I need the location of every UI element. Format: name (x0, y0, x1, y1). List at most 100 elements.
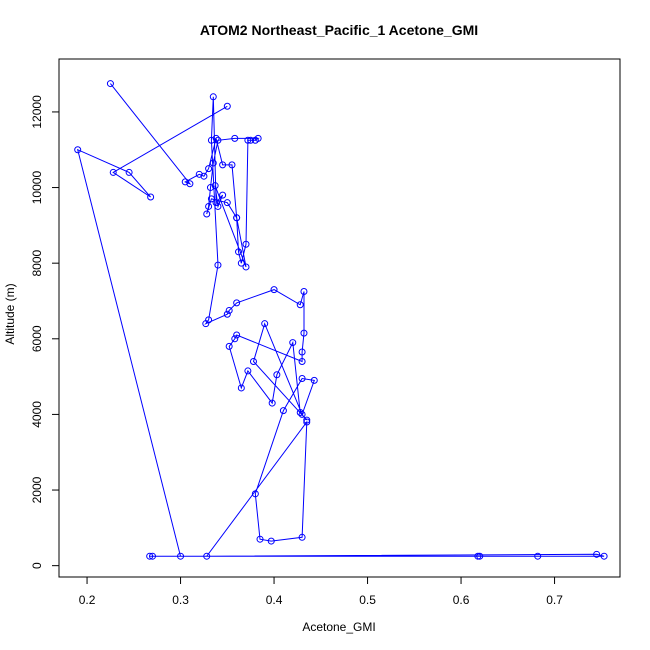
x-tick-label: 0.7 (546, 593, 563, 607)
y-tick-label: 0 (30, 562, 44, 569)
y-tick-label: 12000 (30, 95, 44, 129)
x-axis-label: Acetone_GMI (302, 620, 375, 634)
data-point (298, 374, 306, 382)
y-axis: 0 2000 4000 6000 8000 10000 12000 (30, 95, 59, 569)
data-point (237, 259, 245, 267)
data-point (219, 191, 227, 199)
data-point (200, 172, 208, 180)
data-point (209, 159, 217, 167)
data-point (303, 416, 311, 424)
data-point (177, 552, 185, 560)
data-point (203, 552, 211, 560)
data-point (223, 199, 231, 207)
y-tick-label: 8000 (30, 250, 44, 277)
plot-frame (58, 58, 621, 578)
y-axis-label: Altitude (m) (3, 283, 17, 344)
series-line (76, 83, 605, 557)
data-point (254, 134, 262, 142)
data-point (296, 301, 304, 309)
data-point (237, 384, 245, 392)
data-point (244, 136, 252, 144)
data-point (233, 214, 241, 222)
data-point (256, 535, 264, 543)
data-point (247, 136, 255, 144)
data-point (149, 552, 156, 560)
data-point (249, 357, 257, 365)
x-tick-label: 0.2 (79, 593, 96, 607)
data-point (202, 320, 210, 328)
data-point (109, 168, 117, 176)
data-point (303, 418, 311, 426)
data-point (261, 320, 269, 328)
data-point (298, 533, 306, 541)
data-point (231, 134, 239, 142)
data-point (203, 210, 211, 218)
data-point (211, 182, 219, 190)
data-point (289, 339, 297, 347)
chart-title: ATOM2 Northeast_Pacific_1 Acetone_GMI (200, 22, 478, 38)
data-point (300, 288, 308, 296)
data-point (223, 102, 231, 110)
data-point (298, 410, 306, 418)
data-point (235, 248, 243, 256)
data-point (476, 552, 484, 560)
data-point (298, 348, 306, 356)
y-tick-label: 6000 (30, 325, 44, 352)
data-point (244, 367, 252, 375)
data-point (181, 178, 189, 186)
x-tick-label: 0.5 (359, 593, 376, 607)
data-point (273, 371, 281, 379)
data-point (214, 202, 222, 210)
data-point (242, 240, 250, 248)
data-point (214, 136, 222, 144)
data-point (219, 161, 227, 169)
x-axis: 0.2 0.3 0.4 0.5 0.6 0.7 (79, 577, 563, 607)
data-point (228, 161, 236, 169)
data-point (205, 202, 213, 210)
data-point (298, 357, 306, 365)
x-tick-label: 0.3 (172, 593, 189, 607)
data-point (214, 261, 222, 269)
data-point (251, 490, 259, 498)
data-point (600, 552, 608, 560)
data-point (195, 170, 203, 178)
data-point (233, 331, 241, 339)
data-point (146, 552, 154, 560)
data-point (186, 180, 194, 188)
x-tick-label: 0.6 (453, 593, 470, 607)
data-point (206, 184, 214, 192)
data-point (209, 93, 217, 101)
data-point (300, 329, 308, 337)
x-tick-label: 0.4 (266, 593, 283, 607)
data-point (74, 146, 82, 154)
y-tick-label: 2000 (30, 476, 44, 503)
data-point (268, 399, 276, 407)
data-point (296, 409, 304, 417)
data-point (225, 306, 233, 314)
data-point (270, 286, 278, 294)
data-point (279, 407, 287, 415)
data-point (106, 80, 114, 88)
plot-area (74, 80, 608, 560)
data-point (207, 136, 215, 144)
data-point (242, 263, 250, 271)
data-point (310, 376, 318, 384)
data-point (147, 193, 155, 201)
data-point (212, 134, 220, 142)
data-point (125, 168, 133, 176)
data-point (207, 195, 215, 203)
data-point (474, 552, 482, 560)
data-point (593, 550, 601, 558)
y-tick-label: 4000 (30, 401, 44, 428)
data-point (267, 537, 275, 545)
data-point (233, 299, 241, 307)
data-point (225, 342, 233, 350)
data-point (534, 552, 542, 560)
y-tick-label: 10000 (30, 171, 44, 205)
data-point (212, 199, 220, 207)
data-point (223, 310, 231, 318)
data-point (231, 335, 239, 343)
data-point (205, 165, 213, 173)
